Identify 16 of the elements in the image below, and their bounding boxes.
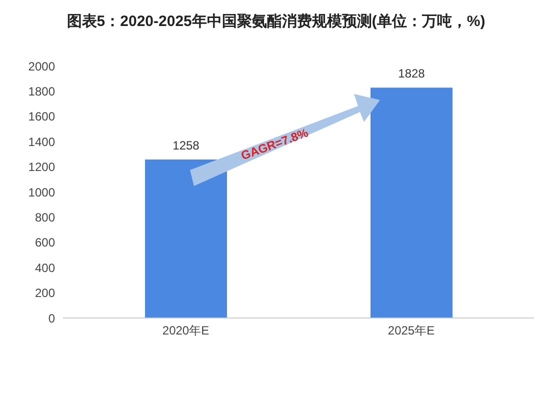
data-label: 1258	[172, 138, 200, 152]
y-tick-label: 2000	[28, 59, 56, 74]
y-tick-label: 1200	[28, 160, 56, 174]
y-tick-label: 800	[34, 210, 56, 224]
y-tick-label: 600	[34, 236, 56, 250]
y-tick-label: 0	[48, 311, 56, 326]
data-label: 1828	[398, 66, 426, 81]
y-tick-label: 200	[34, 286, 56, 300]
y-tick-label: 400	[34, 260, 56, 275]
y-tick-label: 1400	[28, 134, 56, 149]
y-tick-label: 1000	[28, 185, 56, 200]
x-tick-label: 2025年E	[388, 324, 435, 338]
x-tick-label: 2020年E	[162, 324, 210, 338]
chart-title: 图表5：2020-2025年中国聚氨酯消费规模预测(单位：万吨，%)	[66, 12, 486, 32]
y-tick-label: 1800	[28, 84, 56, 98]
y-tick-label: 1600	[28, 110, 56, 124]
